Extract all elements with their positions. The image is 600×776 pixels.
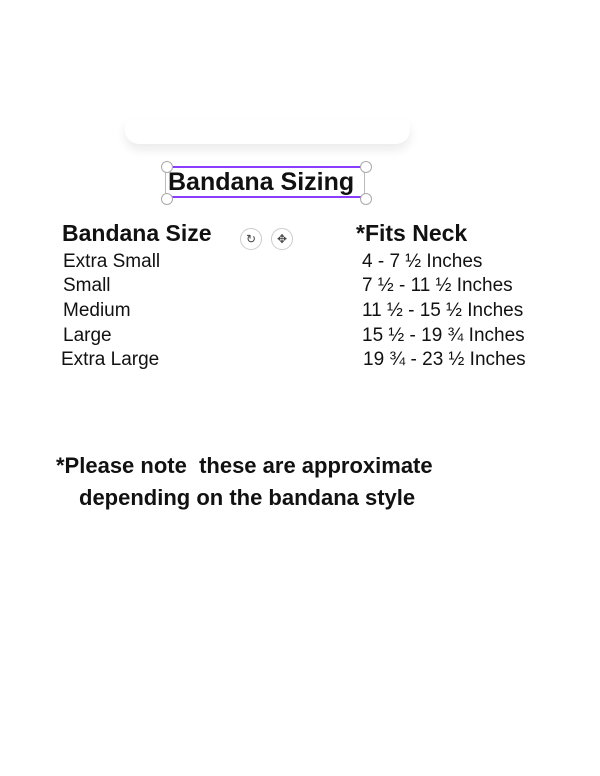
page-title[interactable]: Bandana Sizing <box>168 168 355 196</box>
note-line-2: depending on the bandana style <box>79 485 416 510</box>
resize-handle[interactable] <box>161 161 173 173</box>
neck-cell: 4 - 7 ½ Inches <box>362 251 483 272</box>
move-icon[interactable]: ✥ <box>271 228 293 250</box>
size-cell: Medium <box>63 300 131 321</box>
selection-box[interactable] <box>165 166 365 198</box>
size-cell: Extra Large <box>61 349 160 370</box>
neck-cell: 19 ¾ - 23 ½ Inches <box>363 349 526 370</box>
neck-cell: 11 ½ - 15 ½ Inches <box>362 300 524 321</box>
neck-cell: 7 ½ - 11 ½ Inches <box>362 275 513 296</box>
size-cell: Small <box>63 275 111 296</box>
neck-cell: 15 ½ - 19 ¾ Inches <box>362 325 525 346</box>
resize-handle[interactable] <box>360 161 372 173</box>
resize-handle[interactable] <box>161 193 173 205</box>
disclaimer-note: *Please note these are approximate depen… <box>56 450 433 514</box>
header-bandana-size: Bandana Size <box>62 220 212 246</box>
size-cell: Extra Small <box>63 251 161 272</box>
size-cell: Large <box>63 325 112 346</box>
rotate-icon[interactable]: ↻ <box>240 228 262 250</box>
floating-toolbar <box>125 120 410 144</box>
resize-handle[interactable] <box>360 193 372 205</box>
note-line-1: *Please note these are approximate <box>56 453 433 478</box>
header-fits-neck: *Fits Neck <box>356 220 468 246</box>
